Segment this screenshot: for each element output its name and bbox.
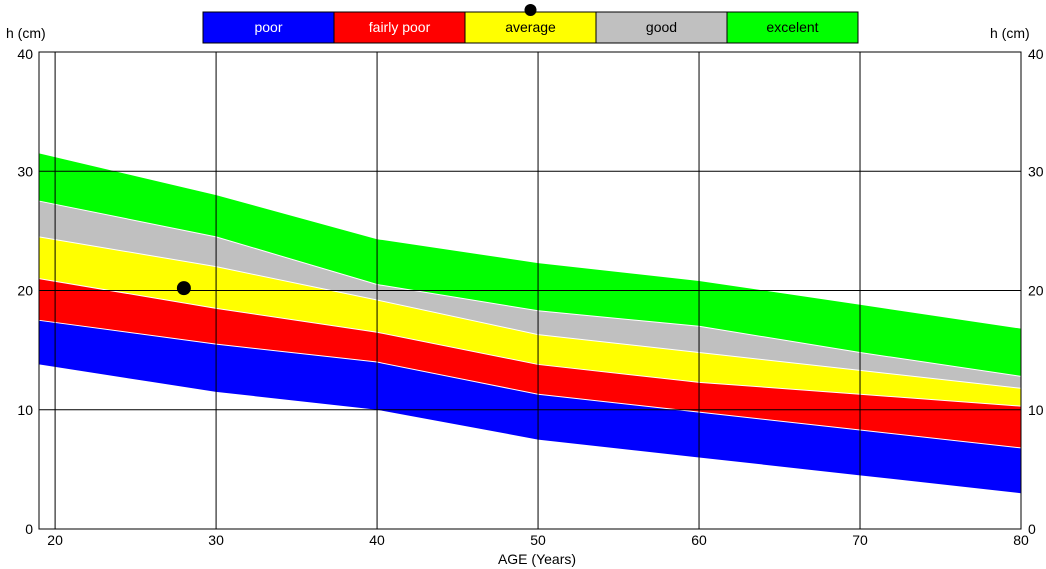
- x-tick-label: 50: [530, 532, 546, 548]
- y-tick-label-right: 10: [1028, 402, 1044, 418]
- y-tick-label-left: 0: [25, 521, 33, 537]
- legend-swatch-fairly-poor: [333, 11, 466, 44]
- legend-swatch-excelent: [726, 11, 859, 44]
- x-tick-label: 60: [691, 532, 707, 548]
- y-unit-right: h (cm): [990, 25, 1030, 41]
- legend-label: fairly poor: [369, 19, 431, 35]
- y-unit-left: h (cm): [6, 25, 46, 41]
- data-point: [176, 281, 191, 296]
- x-tick-label: 30: [208, 532, 224, 548]
- y-tick-label-left: 10: [17, 402, 33, 418]
- band-poor: [39, 320, 1021, 494]
- legend-swatch-good: [595, 11, 728, 44]
- legend-label: good: [646, 19, 677, 35]
- band-excelent: [39, 153, 1021, 377]
- y-tick-label-right: 30: [1028, 163, 1044, 179]
- legend-label: poor: [254, 19, 282, 35]
- y-tick-label-left: 30: [17, 163, 33, 179]
- y-tick-label-right: 20: [1028, 283, 1044, 299]
- y-tick-label-left: 20: [17, 283, 33, 299]
- legend-swatch-poor: [202, 11, 335, 44]
- legend: poor fairly poor average good excelent: [202, 4, 859, 44]
- x-tick-label: 40: [369, 532, 385, 548]
- x-tick-label: 80: [1013, 532, 1029, 548]
- plot-frame: [38, 51, 1022, 530]
- legend-label: excelent: [766, 19, 818, 35]
- x-tick-label: 20: [47, 532, 63, 548]
- x-axis-label: AGE (Years): [498, 551, 576, 567]
- y-tick-label-right: 40: [1028, 46, 1044, 62]
- marker-layer: [176, 281, 191, 296]
- y-tick-label-right: 0: [1028, 521, 1036, 537]
- x-tick-label: 70: [852, 532, 868, 548]
- band-good: [39, 201, 1021, 389]
- bands-layer: [38, 153, 1022, 494]
- legend-label: average: [505, 19, 556, 35]
- legend-marker-dot: [524, 4, 537, 16]
- legend-swatch-average: [464, 11, 597, 44]
- band-average: [39, 236, 1021, 407]
- y-tick-label-left: 40: [17, 46, 33, 62]
- grid-layer: [38, 51, 1022, 530]
